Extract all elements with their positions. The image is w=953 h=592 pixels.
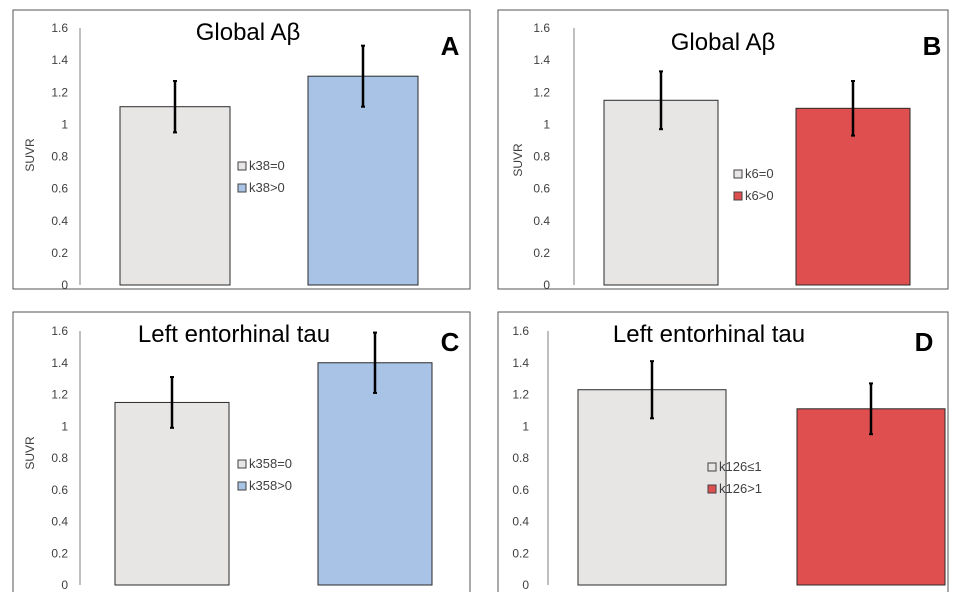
y-tick-label-b: 0.4 [533, 214, 550, 228]
y-tick-label-a: 0.6 [51, 182, 68, 196]
y-tick-label-d: 0.4 [512, 515, 529, 529]
y-tick-label-c: 0.4 [51, 515, 68, 529]
legend-label-c-2: k358>0 [249, 478, 292, 493]
y-tick-label-a: 1.6 [51, 21, 68, 35]
chart-b-svg: 0 0.2 0.4 0.6 0.8 1 1.2 1.4 1.6 SUVR k6=0 k6>0 Globa… [497, 9, 949, 292]
y-tick-label-c: 0 [61, 578, 68, 592]
y-tick-label-d: 1.2 [512, 388, 529, 402]
panel-frame-b [497, 9, 949, 290]
panel-frame-a [12, 9, 471, 290]
legend-swatch-a-2 [237, 183, 247, 193]
chart-c-svg: 0 0.2 0.4 0.6 0.8 1 1.2 1.4 1.6 SUVR k358=0 k358>0 L… [12, 311, 471, 592]
y-tick-label-d: 0.2 [512, 546, 529, 560]
chart-panel-a: 0 0.2 0.4 0.6 0.8 1 1.2 1.4 1.6 SUVR k38=0 k38>0 Glo… [0, 0, 484, 305]
chart-title-b: Global Aβ [671, 29, 776, 56]
legend-label-a-2: k38>0 [249, 180, 285, 195]
y-tick-label-b: 0.8 [533, 150, 550, 164]
y-tick-label-c: 1.2 [51, 388, 68, 402]
panel-frame-d [497, 311, 949, 592]
y-axis-title-c: SUVR [23, 436, 37, 470]
y-tick-label-c: 0.8 [51, 451, 68, 465]
bar-a-1 [119, 106, 231, 286]
y-tick-label-c: 0.2 [51, 546, 68, 560]
y-tick-label-b: 0.2 [533, 246, 550, 260]
bar-c-1 [114, 401, 230, 586]
legend-swatch-d-2 [707, 484, 717, 494]
panel-letter-c: C [441, 327, 460, 357]
panel-frame-c [12, 311, 471, 592]
y-tick-label-a: 0.4 [51, 214, 68, 228]
bar-d-2 [796, 408, 946, 586]
bar-b-1 [603, 99, 719, 286]
panel-letter-a: A [441, 31, 460, 61]
y-tick-label-c: 0.6 [51, 483, 68, 497]
panel-letter-b: B [923, 31, 942, 61]
y-tick-label-a: 1.2 [51, 85, 68, 99]
y-tick-label-b: 1.6 [533, 21, 550, 35]
y-tick-label-a: 1.4 [51, 53, 68, 67]
chart-title-d: Left entorhinal tau [613, 321, 805, 348]
y-tick-label-b: 0.6 [533, 182, 550, 196]
chart-panel-b: 0 0.2 0.4 0.6 0.8 1 1.2 1.4 1.6 SUVR k6=0 k6>0 Globa… [494, 0, 953, 305]
legend-label-c-1: k358=0 [249, 456, 292, 471]
chart-panel-c: 0 0.2 0.4 0.6 0.8 1 1.2 1.4 1.6 SUVR k358=0 k358>0 L… [0, 308, 484, 592]
legend-swatch-d-1 [707, 462, 717, 472]
y-tick-label-d: 1 [522, 419, 529, 433]
y-tick-label-b: 1 [543, 117, 550, 131]
legend-swatch-b-2 [733, 191, 743, 201]
y-axis-title-b: SUVR [511, 143, 525, 177]
y-tick-label-a: 1 [61, 117, 68, 131]
bar-d-1 [577, 389, 727, 586]
y-tick-label-c: 1.6 [51, 324, 68, 338]
chart-d-svg: 0 0.2 0.4 0.6 0.8 1 1.2 1.4 1.6 k126≤1 k126>1 Left … [497, 311, 949, 592]
y-tick-label-a: 0.2 [51, 246, 68, 260]
legend-label-d-2: k126>1 [719, 481, 762, 496]
y-tick-label-c: 1.4 [51, 356, 68, 370]
legend-swatch-c-2 [237, 481, 247, 491]
y-tick-label-c: 1 [61, 419, 68, 433]
chart-title-a: Global Aβ [196, 19, 301, 46]
y-tick-label-a: 0.8 [51, 150, 68, 164]
legend-swatch-b-1 [733, 169, 743, 179]
bar-c-2 [317, 362, 433, 586]
chart-a-svg: 0 0.2 0.4 0.6 0.8 1 1.2 1.4 1.6 SUVR k38=0 k38>0 Glo… [12, 9, 471, 292]
chart-title-c: Left entorhinal tau [138, 321, 330, 348]
legend-label-a-1: k38=0 [249, 158, 285, 173]
legend-swatch-a-1 [237, 161, 247, 171]
legend-label-b-2: k6>0 [745, 188, 774, 203]
legend-label-d-1: k126≤1 [719, 459, 762, 474]
y-tick-label-d: 1.6 [512, 324, 529, 338]
chart-panel-d: 0 0.2 0.4 0.6 0.8 1 1.2 1.4 1.6 k126≤1 k126>1 Left … [494, 308, 953, 592]
legend-swatch-c-1 [237, 459, 247, 469]
y-tick-label-b: 1.2 [533, 85, 550, 99]
panel-letter-d: D [915, 327, 934, 357]
y-tick-label-b: 1.4 [533, 53, 550, 67]
y-tick-label-d: 0 [522, 578, 529, 592]
y-tick-label-d: 1.4 [512, 356, 529, 370]
y-tick-label-a: 0 [61, 278, 68, 292]
y-tick-label-b: 0 [543, 278, 550, 292]
y-axis-title-a: SUVR [23, 138, 37, 172]
y-tick-label-d: 0.6 [512, 483, 529, 497]
y-tick-label-d: 0.8 [512, 451, 529, 465]
bar-a-2 [307, 75, 419, 286]
legend-label-b-1: k6=0 [745, 166, 774, 181]
